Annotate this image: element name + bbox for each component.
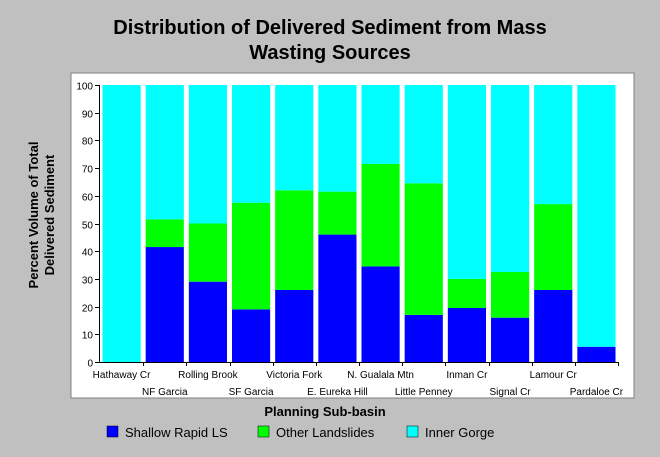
x-tick-label: N. Gualala Mtn — [347, 370, 414, 381]
x-tick-label: E. Eureka Hill — [307, 387, 368, 398]
bar-shallow-rapid-ls-10 — [534, 289, 573, 362]
chart-title-line-2: Wasting Sources — [249, 42, 411, 64]
x-tick-label: NF Garcia — [142, 387, 188, 398]
y-tick-label: 20 — [82, 304, 94, 315]
legend-label: Inner Gorge — [425, 425, 494, 440]
bar-shallow-rapid-ls-3 — [232, 309, 271, 362]
bar-inner-gorge-0 — [102, 85, 141, 362]
bar-other-landslides-6 — [361, 163, 400, 267]
bar-inner-gorge-5 — [318, 85, 357, 192]
bar-inner-gorge-10 — [534, 85, 573, 205]
x-tick-label: Inman Cr — [446, 370, 488, 381]
y-axis-label-line-2: Delivered Sediment — [42, 154, 57, 275]
y-tick-label: 40 — [82, 248, 94, 259]
x-tick-label: Signal Cr — [490, 387, 532, 398]
bar-other-landslides-5 — [318, 191, 357, 235]
bar-other-landslides-10 — [534, 204, 573, 290]
bar-inner-gorge-4 — [275, 85, 314, 191]
x-tick-label: Pardaloe Cr — [570, 387, 624, 398]
bar-inner-gorge-2 — [188, 85, 227, 224]
bar-shallow-rapid-ls-4 — [275, 289, 314, 362]
y-tick-label: 60 — [82, 193, 94, 204]
plot-area — [100, 85, 618, 362]
bar-shallow-rapid-ls-1 — [145, 247, 184, 362]
x-axis-label: Planning Sub-basin — [264, 404, 385, 419]
chart-title-line-1: Distribution of Delivered Sediment from … — [113, 17, 547, 39]
bar-shallow-rapid-ls-9 — [491, 317, 530, 362]
bar-inner-gorge-11 — [577, 85, 616, 347]
bar-inner-gorge-6 — [361, 85, 400, 164]
x-tick-label: Little Penney — [395, 387, 453, 398]
bar-shallow-rapid-ls-8 — [447, 307, 486, 362]
legend-label: Shallow Rapid LS — [125, 425, 228, 440]
legend-swatch-1 — [257, 425, 270, 438]
x-tick-label: Lamour Cr — [530, 370, 578, 381]
y-tick-label: 50 — [82, 221, 94, 232]
bar-shallow-rapid-ls-7 — [404, 314, 443, 362]
y-axis-label-line-1: Percent Volume of Total — [26, 142, 41, 289]
x-tick-label: Rolling Brook — [178, 370, 238, 381]
y-tick-label: 90 — [82, 110, 94, 121]
bar-other-landslides-3 — [232, 202, 271, 310]
bar-inner-gorge-1 — [145, 85, 184, 220]
bar-shallow-rapid-ls-5 — [318, 234, 357, 362]
x-tick-label: Victoria Fork — [266, 370, 323, 381]
bar-shallow-rapid-ls-11 — [577, 346, 616, 362]
y-tick-label: 70 — [82, 165, 94, 176]
legend-swatch-2 — [406, 425, 419, 438]
bar-other-landslides-2 — [188, 223, 227, 282]
bar-other-landslides-1 — [145, 219, 184, 248]
bar-inner-gorge-7 — [404, 85, 443, 184]
y-tick-label: 0 — [87, 359, 93, 370]
legend-label: Other Landslides — [276, 425, 375, 440]
bar-other-landslides-8 — [447, 278, 486, 308]
bar-shallow-rapid-ls-2 — [188, 281, 227, 362]
x-tick-label: Hathaway Cr — [93, 370, 151, 381]
bar-inner-gorge-3 — [232, 85, 271, 203]
bar-inner-gorge-8 — [447, 85, 486, 279]
bar-other-landslides-7 — [404, 183, 443, 315]
y-tick-label: 30 — [82, 276, 94, 287]
x-tick-label: SF Garcia — [229, 387, 274, 398]
legend-swatch-0 — [106, 425, 119, 438]
bar-other-landslides-9 — [491, 271, 530, 318]
y-tick-label: 100 — [76, 82, 93, 93]
y-tick-label: 10 — [82, 331, 94, 342]
bar-inner-gorge-9 — [491, 85, 530, 272]
bar-other-landslides-4 — [275, 190, 314, 290]
bar-shallow-rapid-ls-6 — [361, 266, 400, 362]
y-tick-label: 80 — [82, 137, 94, 148]
